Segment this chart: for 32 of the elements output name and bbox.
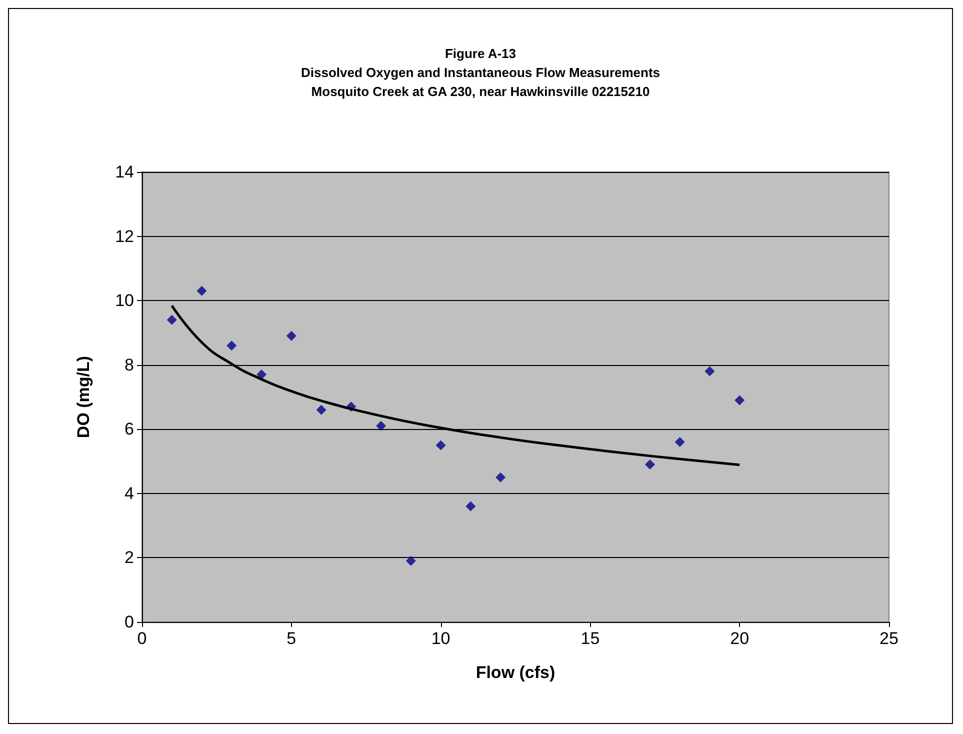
- x-tick-label: 0: [137, 629, 147, 648]
- point: [436, 440, 446, 450]
- point: [704, 366, 715, 376]
- y-axis-title: DO (mg/L): [74, 356, 93, 438]
- x-axis-title: Flow (cfs): [476, 663, 556, 682]
- y-tick-label: 4: [124, 484, 134, 503]
- x-tick-label: 20: [730, 629, 750, 648]
- point: [496, 472, 506, 482]
- x-tick-label: 5: [286, 629, 296, 648]
- point: [674, 437, 685, 447]
- x-tick-label: 15: [580, 629, 600, 648]
- point: [286, 330, 296, 341]
- y-tick-label: 2: [124, 548, 134, 568]
- point: [466, 501, 476, 512]
- point: [644, 460, 655, 470]
- point: [734, 395, 745, 406]
- point: [196, 286, 207, 296]
- x-tick-label: 10: [431, 629, 450, 648]
- y-tick-label: 6: [124, 420, 134, 439]
- y-tick-label: 14: [115, 162, 134, 182]
- point: [316, 404, 326, 415]
- y-tick-label: 10: [115, 291, 134, 310]
- y-tick-label: 12: [115, 226, 134, 246]
- x-tick-label: 25: [880, 629, 898, 648]
- chart-title: Figure A-13 Dissolved Oxygen and Instantaneous Flow Measurements Mosquito Creek at GA 230, near Hawkinsville 02215210: [300, 46, 660, 99]
- point: [406, 556, 416, 566]
- y-tick-label: 8: [124, 355, 134, 374]
- y-tick-label: 0: [124, 612, 134, 632]
- point: [166, 314, 177, 325]
- point: [376, 420, 386, 431]
- point: [226, 340, 237, 351]
- point: [256, 370, 267, 380]
